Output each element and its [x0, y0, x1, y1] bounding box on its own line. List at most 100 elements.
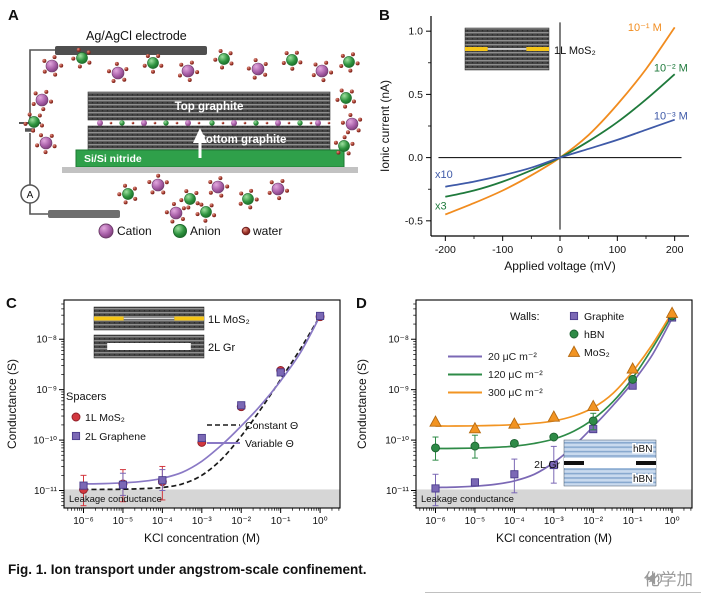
- scatter-series: [431, 311, 677, 461]
- inset-label-hbn-top: hBN: [633, 444, 652, 455]
- bottom-electrode: [48, 210, 120, 218]
- ion-clusters: [23, 47, 363, 224]
- water-molecule: [339, 63, 344, 68]
- marker-square: [79, 481, 88, 490]
- marker-circle: [569, 329, 579, 339]
- marker-circle: [549, 432, 559, 442]
- panel-label-b: B: [379, 7, 390, 24]
- scale-note: x3: [435, 200, 447, 212]
- water-molecule: [171, 202, 176, 207]
- y-tick-label: 10⁻⁹: [388, 385, 409, 396]
- inset-device-gr2: [93, 334, 205, 359]
- water-molecule: [311, 73, 316, 78]
- water-molecule: [49, 99, 54, 104]
- legend-item-label: 1L MoS₂: [85, 412, 125, 424]
- cation: [39, 136, 53, 150]
- water-molecule: [218, 48, 223, 53]
- water-molecule: [220, 65, 225, 70]
- water-molecule: [156, 173, 161, 178]
- panel-label-c: C: [6, 295, 17, 312]
- water-molecule: [321, 78, 326, 83]
- water-molecule: [177, 73, 182, 78]
- ammeter-label: A: [27, 190, 34, 201]
- water-molecule: [59, 63, 64, 68]
- marker-square: [197, 433, 206, 443]
- leakage-label: Leakage conductance: [69, 494, 162, 505]
- water-molecule: [195, 212, 200, 217]
- water-small: [309, 121, 313, 125]
- marker-triangle: [567, 345, 581, 357]
- marker-triangle: [626, 362, 639, 374]
- water-molecule: [195, 70, 200, 75]
- y-tick-label: 10⁻¹¹: [34, 486, 58, 497]
- water-molecule: [195, 201, 200, 206]
- y-tick-label: 10⁻¹¹: [386, 486, 410, 497]
- mos2-spacer: [526, 47, 549, 51]
- water-molecule: [186, 205, 191, 210]
- water-molecule: [44, 89, 49, 94]
- water-molecule: [35, 143, 40, 148]
- water-molecule: [76, 47, 81, 52]
- water-molecule: [263, 72, 268, 77]
- water-molecule: [123, 183, 128, 188]
- water-molecule: [340, 120, 345, 125]
- anion: [218, 53, 230, 65]
- cation-small: [185, 120, 191, 126]
- legend-line-label: Constant Θ: [245, 420, 298, 432]
- watermark-text: 化学加: [643, 571, 694, 589]
- leakage-band: [416, 489, 692, 508]
- anion-small: [119, 120, 125, 126]
- mos2-spacer: [465, 47, 488, 51]
- anion: [147, 57, 159, 69]
- x-tick-label: 10⁻³: [544, 516, 564, 527]
- water-molecule: [23, 121, 28, 126]
- inset-device-mos2: [464, 27, 550, 71]
- legend-line-label: 300 μC m⁻²: [488, 387, 543, 399]
- water-molecule: [339, 88, 344, 93]
- water-molecule: [27, 112, 32, 117]
- marker-square: [316, 311, 325, 320]
- legend-line-label: 20 μC m⁻²: [488, 351, 537, 363]
- cation-small: [97, 120, 103, 126]
- cation: [169, 206, 183, 220]
- cation: [315, 64, 329, 78]
- water-molecule: [142, 63, 147, 68]
- water-small: [109, 121, 113, 125]
- x-tick-label: 10⁻⁶: [425, 516, 446, 527]
- marker-square: [569, 311, 579, 321]
- channel-gap: [123, 317, 175, 320]
- divider-line: [425, 592, 701, 593]
- megaphone-icon: [645, 571, 662, 585]
- water-molecule: [349, 89, 354, 94]
- anion: [343, 56, 355, 68]
- marker-circle: [470, 441, 480, 451]
- x-tick-label: 200: [666, 244, 684, 256]
- water-molecule: [71, 56, 76, 61]
- mos2-spacer: [94, 316, 124, 321]
- water-molecule: [77, 64, 82, 69]
- x-tick-label: 10⁻³: [192, 516, 212, 527]
- electrode-label: Ag/AgCl electrode: [86, 29, 187, 43]
- water-molecule: [348, 68, 353, 73]
- x-tick-label: 10⁰: [313, 516, 328, 527]
- series-label: 10⁻¹ M: [628, 22, 662, 34]
- water-molecule: [345, 130, 350, 135]
- water-molecule: [179, 198, 184, 203]
- water-molecule: [336, 150, 341, 155]
- water-molecule: [333, 140, 338, 145]
- water-molecule: [355, 61, 360, 66]
- legend-item-label: hBN: [584, 329, 604, 341]
- marker-triangle: [468, 421, 482, 434]
- water-small: [287, 121, 291, 125]
- anion-small: [163, 120, 169, 126]
- water-molecule: [225, 184, 230, 189]
- marker-triangle: [586, 399, 600, 412]
- inset-label-hbn-bottom: hBN: [633, 474, 652, 485]
- cation: [271, 182, 285, 196]
- water-molecule: [218, 176, 223, 181]
- legend-anion-swatch: [173, 224, 187, 238]
- plot-frame: [63, 299, 341, 509]
- water-molecule: [31, 128, 36, 133]
- panel-a-schematic: A Ag/AgCl electrode A Top graphite Bottom gr…: [8, 7, 363, 239]
- water-molecule: [343, 104, 348, 109]
